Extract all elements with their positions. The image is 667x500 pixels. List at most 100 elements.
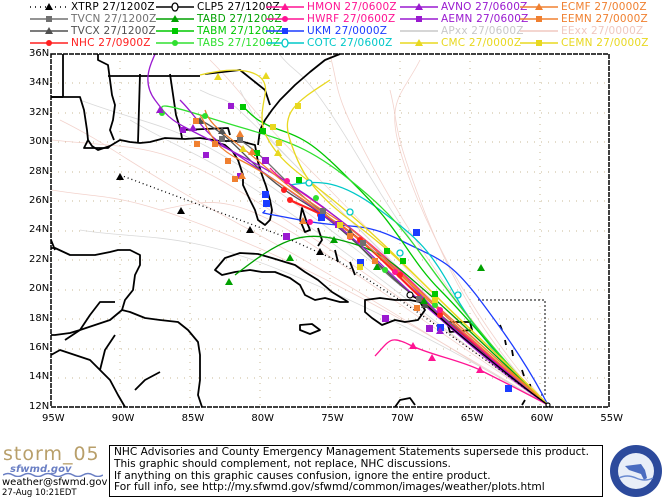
- circle-marker-icon: [156, 40, 194, 46]
- circle-marker-icon: [30, 40, 68, 46]
- triangle-marker-icon: [30, 27, 68, 34]
- lat-label: 26N: [29, 195, 50, 206]
- legend-item-eemn: EEMN 27/0000Z: [520, 13, 648, 25]
- lon-label: 60W: [530, 413, 554, 424]
- legend-label: CMC 27/0000Z: [441, 37, 522, 49]
- legend-item-aemn: AEMN 27/0600Z: [400, 13, 528, 25]
- none-marker-icon: [400, 30, 438, 32]
- legend-label: CEMN 27/0000Z: [561, 37, 649, 49]
- legend-label: EExx 27/0000Z: [561, 25, 644, 37]
- lat-label: 30N: [29, 136, 50, 148]
- lat-label: 36N: [29, 48, 50, 59]
- legend-item-cotc: COTC 27/0600Z: [266, 37, 392, 49]
- lat-label: 28N: [29, 165, 50, 177]
- map-frame: [50, 53, 610, 408]
- legend-label: TABM 27/1200Z: [197, 25, 283, 37]
- square-marker-icon: [520, 16, 558, 22]
- lat-label: 24N: [29, 224, 50, 236]
- legend-item-ukm: UKM 27/0000Z: [266, 25, 387, 37]
- lat-label: 32N: [29, 106, 50, 118]
- lat-label: 14N: [29, 371, 50, 383]
- track-markers: [116, 72, 551, 408]
- legend-item-hwrf: HWRF 27/0600Z: [266, 13, 395, 25]
- legend-label: TVCN 27/1200Z: [71, 13, 157, 25]
- disclaimer-line: This graphic should complement, not repl…: [114, 457, 451, 470]
- triangle-marker-icon: [156, 15, 194, 22]
- timestamp: 27-Aug 10:21EDT: [2, 488, 77, 498]
- lon-label: 65W: [460, 413, 484, 424]
- triangle-marker-icon: [266, 3, 304, 10]
- legend-label: XTRP 27/1200Z: [71, 1, 155, 13]
- legend-label: ECMF 27/0000Z: [561, 1, 647, 13]
- legend-label: AEMN 27/0600Z: [441, 13, 529, 25]
- lon-label: 80W: [251, 413, 275, 424]
- legend-item-apxx: APxx 27/0600Z: [400, 25, 524, 37]
- disclaimer-link[interactable]: For full info, see http://my.sfwmd.gov/s…: [114, 481, 545, 494]
- wave-decoration-icon: [3, 472, 103, 477]
- legend-item-xtrp: XTRP 27/1200Z: [30, 1, 155, 13]
- triangle-marker-icon: [30, 3, 68, 10]
- legend-label: TVCX 27/1200Z: [71, 25, 156, 37]
- lat-lon-grid: [51, 54, 609, 407]
- legend-item-tvcn: TVCN 27/1200Z: [30, 13, 157, 25]
- model-tracks: [119, 53, 549, 406]
- theta-marker-icon: [266, 38, 304, 48]
- legend-item-hmon: HMON 27/0600Z: [266, 1, 397, 13]
- lat-label: 34N: [29, 77, 50, 89]
- legend-item-ecmf: ECMF 27/0000Z: [520, 1, 647, 13]
- lon-label: 75W: [321, 413, 344, 424]
- square-marker-icon: [30, 16, 68, 22]
- storm-id: storm_05: [3, 443, 100, 465]
- legend-label: HWRF 27/0600Z: [307, 13, 396, 25]
- legend-label: HMON 27/0600Z: [307, 1, 397, 13]
- square-marker-icon: [520, 40, 558, 46]
- legend-item-tvcx: TVCX 27/1200Z: [30, 25, 156, 37]
- none-marker-icon: [520, 30, 558, 32]
- circle-marker-icon: [266, 16, 304, 22]
- lon-label: 90W: [111, 413, 135, 424]
- legend-label: EEMN 27/0000Z: [561, 13, 648, 25]
- lon-label: 85W: [181, 413, 205, 424]
- disclaimer-line: If anything on this graphic causes confu…: [114, 469, 491, 482]
- disclaimer-line: NHC Advisories and County Emergency Mana…: [114, 446, 589, 458]
- lat-label: 18N: [29, 312, 50, 324]
- legend-label: APxx 27/0600Z: [441, 25, 524, 37]
- legend-item-clp5: CLP5 27/1200Z: [156, 1, 280, 13]
- square-marker-icon: [400, 16, 438, 22]
- lat-label: 20N: [29, 283, 50, 295]
- lat-label: 22N: [29, 253, 50, 265]
- legend-item-eexx: EExx 27/0000Z: [520, 25, 643, 37]
- model-legend: XTRP 27/1200Z TVCN 27/1200Z TVCX 27/1200Z N…: [0, 0, 667, 49]
- legend-item-tabd: TABD 27/1200Z: [156, 13, 282, 25]
- lon-label: 70W: [391, 413, 414, 424]
- lat-label: 12N: [29, 400, 50, 412]
- legend-label: TABS 27/1200Z: [197, 37, 281, 49]
- coastlines: [50, 53, 532, 408]
- square-marker-icon: [266, 28, 304, 34]
- legend-item-cemn: CEMN 27/0000Z: [520, 37, 649, 49]
- theta-marker-icon: [156, 2, 194, 12]
- triangle-marker-icon: [400, 3, 438, 10]
- legend-label: NHC 27/0900Z: [71, 37, 151, 49]
- spaghetti-track-map: [50, 53, 610, 408]
- legend-item-tabs: TABS 27/1200Z: [156, 37, 280, 49]
- lon-label: 55W: [600, 413, 624, 424]
- legend-label: UKM 27/0000Z: [307, 25, 388, 37]
- site-logo[interactable]: sfwmd.gov: [10, 464, 72, 475]
- contact-email[interactable]: weather@sfwmd.gov: [2, 477, 108, 488]
- lon-label: 95W: [42, 413, 65, 424]
- disclaimer-box: NHC Advisories and County Emergency Mana…: [109, 445, 603, 497]
- legend-label: CLP5 27/1200Z: [197, 1, 280, 13]
- lat-label: 16N: [29, 342, 50, 353]
- legend-item-nhc: NHC 27/0900Z: [30, 37, 151, 49]
- square-marker-icon: [156, 28, 194, 34]
- legend-item-tabm: TABM 27/1200Z: [156, 25, 283, 37]
- triangle-marker-icon: [520, 3, 558, 10]
- triangle-marker-icon: [400, 39, 438, 46]
- legend-label: AVNO 27/0600Z: [441, 1, 528, 13]
- legend-label: TABD 27/1200Z: [197, 13, 282, 25]
- sfwmd-seal-icon: [610, 445, 662, 497]
- legend-item-cmc: CMC 27/0000Z: [400, 37, 521, 49]
- legend-item-avno: AVNO 27/0600Z: [400, 1, 528, 13]
- legend-label: COTC 27/0600Z: [307, 37, 393, 49]
